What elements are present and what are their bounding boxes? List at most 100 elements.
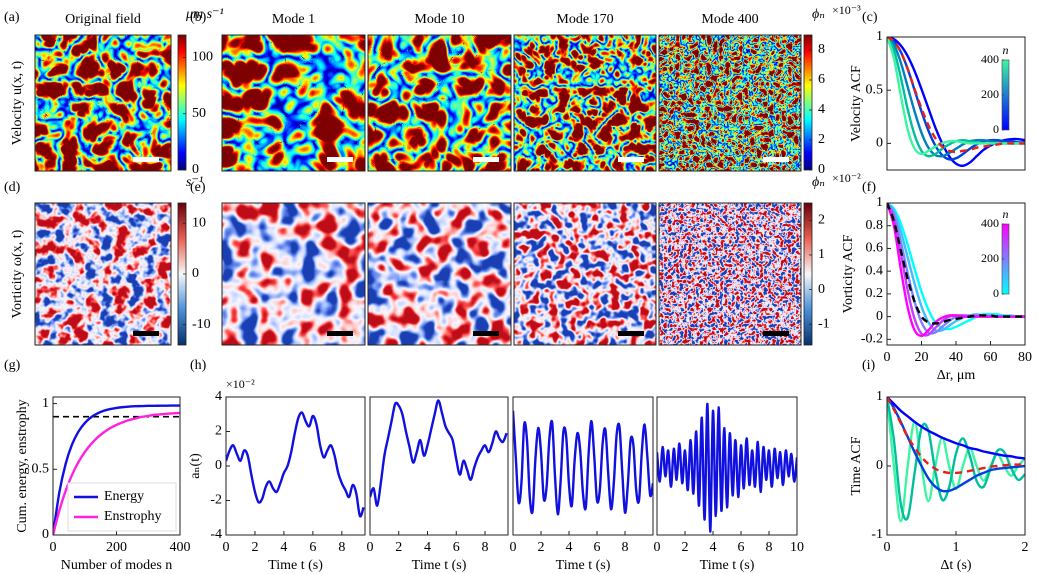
field-title: Mode 170 <box>556 12 613 27</box>
colorbar-label: ϕₙ <box>812 175 825 190</box>
x-tick-label: 2 <box>251 540 258 555</box>
image-frame <box>658 34 802 172</box>
panel-label: (c) <box>862 10 878 25</box>
image-frame <box>513 202 657 346</box>
image-frame <box>658 202 802 346</box>
y-tick-label: 0.2 <box>866 286 884 301</box>
colorbar-tick-label: 6 <box>818 72 825 87</box>
scale-bar <box>618 331 644 336</box>
y-axis-label: Cum. energy, enstrophy <box>15 399 30 532</box>
panel-label: (g) <box>4 358 21 373</box>
panel-label: (h) <box>190 358 207 373</box>
inset-colorbar-tick-label: 200 <box>981 87 999 101</box>
x-tick-label: 10 <box>790 540 804 555</box>
scale-bar <box>327 331 353 336</box>
y-tick-label: 1 <box>876 195 883 210</box>
x-tick-label: 80 <box>1018 350 1032 365</box>
x-tick-label: 4 <box>566 540 573 555</box>
x-axis-label: Time t (s) <box>556 558 611 573</box>
panel-label: (b) <box>190 10 207 25</box>
field-image <box>514 203 656 345</box>
panel-label: (f) <box>862 180 876 195</box>
series-line <box>887 37 1025 156</box>
series-line <box>887 203 1025 331</box>
series-line <box>887 397 1025 460</box>
field-title: Mode 1 <box>272 12 315 27</box>
y-tick-label: 0 <box>876 309 883 324</box>
series-line <box>887 203 1025 325</box>
axes-frame <box>512 396 654 536</box>
x-tick-label: 0 <box>654 540 661 555</box>
colorbar-tick-label: 0 <box>818 282 825 297</box>
scale-bar <box>133 331 159 336</box>
y-tick-label: 0.5 <box>866 82 884 97</box>
image-frame <box>34 34 172 172</box>
inset-colorbar-tick-label: 400 <box>981 216 999 230</box>
x-tick-label: 1 <box>953 540 960 555</box>
plot <box>226 411 365 518</box>
plot <box>887 37 1025 167</box>
y-tick-label: -1 <box>871 527 883 542</box>
field-image <box>368 35 511 171</box>
colorbar-label: μm s⁻¹ <box>185 7 224 22</box>
series-line <box>53 411 180 535</box>
y-axis-label: Vorticity ACF <box>841 234 856 313</box>
colorbar-tick-label: 50 <box>192 106 206 121</box>
y-tick-label: 0 <box>876 136 883 151</box>
y-tick-label: 4 <box>215 389 222 404</box>
series-line <box>887 37 1025 161</box>
field-image <box>35 203 171 345</box>
image-frame <box>367 34 512 172</box>
image-frame <box>513 34 657 172</box>
colorbar-tick-label: 2 <box>818 132 825 147</box>
scale-bar <box>327 157 353 162</box>
field-image <box>222 35 365 171</box>
colorbar-exponent: ×10⁻³ <box>832 3 861 17</box>
y-tick-label: 1 <box>42 396 49 411</box>
y-tick-label: 0 <box>876 458 883 473</box>
x-tick-label: 40 <box>949 350 963 365</box>
inset-colorbar-label: n <box>1003 43 1009 57</box>
colorbar-tick-label: 0 <box>818 162 825 177</box>
plot <box>887 203 1025 338</box>
series-line <box>887 397 1025 475</box>
axes-frame <box>886 36 1026 171</box>
panel-label: (e) <box>190 180 206 195</box>
plot <box>370 399 508 507</box>
y-tick-label: 1 <box>876 29 883 44</box>
y-tick-label: 0 <box>42 527 49 542</box>
x-axis-label: Time t (s) <box>268 558 323 573</box>
colorbar-tick-label: 0 <box>192 162 199 177</box>
x-axis-label: Δt (s) <box>940 558 972 573</box>
x-tick-label: 6 <box>594 540 601 555</box>
x-axis-label: Time t (s) <box>700 558 755 573</box>
x-tick-label: 60 <box>984 350 998 365</box>
x-tick-label: 0 <box>510 540 517 555</box>
colorbar-tick-label: -10 <box>192 317 211 332</box>
scale-bar <box>473 331 499 336</box>
y-tick-label: -2 <box>210 493 222 508</box>
y-axis-label: aₙ(t) <box>188 453 203 479</box>
series-line <box>887 203 1025 338</box>
colorbar <box>803 34 813 171</box>
x-tick-label: 8 <box>622 540 629 555</box>
x-tick-label: 200 <box>106 540 127 555</box>
colorbar-tick-label: 8 <box>818 42 825 57</box>
panel-label: (i) <box>862 358 876 373</box>
colorbar-label: s⁻¹ <box>186 175 203 190</box>
series-line <box>226 411 365 518</box>
field-image <box>659 203 801 345</box>
legend-box <box>67 482 177 532</box>
x-tick-label: 4 <box>280 540 287 555</box>
colorbar-label: ϕₙ <box>812 7 825 22</box>
x-tick-label: 400 <box>170 540 191 555</box>
x-tick-label: 0 <box>884 350 891 365</box>
y-tick-label: 0.6 <box>866 241 884 256</box>
x-tick-label: 2 <box>538 540 545 555</box>
x-tick-label: 6 <box>309 540 316 555</box>
y-tick-label: 2 <box>215 424 222 439</box>
x-tick-label: 8 <box>766 540 773 555</box>
plot <box>513 410 653 516</box>
series-line <box>513 410 653 516</box>
